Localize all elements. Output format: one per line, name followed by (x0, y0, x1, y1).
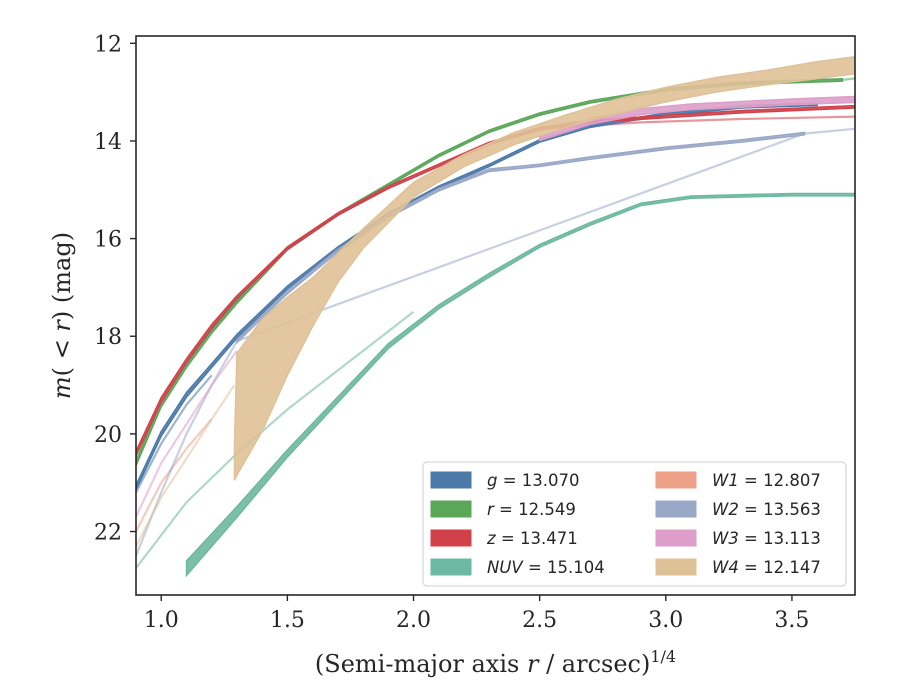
legend-label-r: r = 12.549 (487, 500, 576, 519)
legend-swatch-w3 (655, 529, 697, 547)
legend-label-w2: W2 = 13.563 (712, 500, 821, 519)
axes: 1.0 1.5 2.0 2.5 3.0 3.5 12 14 16 18 20 22 (94, 32, 856, 633)
series-nuv-band (185, 192, 855, 578)
legend-swatch-g (430, 471, 472, 489)
x-tick-label: 2.0 (396, 608, 431, 633)
legend-swatch-w4 (655, 558, 697, 576)
y-tick-label: 18 (94, 325, 122, 350)
legend-swatch-r (430, 500, 472, 518)
plot-frame (135, 35, 856, 596)
x-tick-label: 3.5 (774, 608, 809, 633)
legend-label-g: g = 13.070 (487, 471, 580, 490)
legend-frame (422, 461, 847, 587)
x-tick-label: 1.0 (144, 608, 179, 633)
legend-label-z: z = 13.471 (486, 529, 578, 548)
y-tick-label: 22 (94, 521, 122, 546)
series-g-extrapolation (136, 374, 213, 494)
series-nuv-extrapolation (136, 310, 415, 569)
legend-swatch-z (430, 529, 472, 547)
x-tick-label: 1.5 (270, 608, 305, 633)
x-tick-label: 2.5 (522, 608, 557, 633)
series-g-band (136, 102, 818, 491)
y-axis-label: m( < r) (mag) (48, 232, 76, 399)
legend-swatch-nuv (430, 558, 472, 576)
legend-swatch-w1 (655, 471, 697, 489)
series-w3-band (538, 95, 855, 142)
legend-label-w1: W1 = 12.807 (712, 471, 821, 490)
series-z-band (136, 104, 855, 457)
series-r-extrapolation (842, 77, 855, 81)
plot-area (136, 55, 855, 578)
legend-swatch-w2 (655, 500, 697, 518)
y-tick-label: 12 (94, 32, 122, 57)
y-tick-label: 20 (94, 423, 122, 448)
x-axis-label: (Semi-major axis r / arcsec)1/4 (315, 647, 676, 678)
x-tick-label: 3.0 (648, 608, 683, 633)
legend: g = 13.070 r = 12.549 z = 13.471 NUV = 15.1… (422, 461, 847, 587)
series-w3-extrapolation (136, 350, 238, 518)
legend-label-w4: W4 = 12.147 (712, 558, 821, 577)
legend-label-nuv: NUV = 15.104 (487, 558, 605, 577)
legend-label-w3: W3 = 13.113 (712, 529, 821, 548)
y-tick-label: 16 (94, 228, 122, 253)
series-w4-band (233, 55, 855, 481)
y-tick-label: 14 (94, 130, 122, 155)
series-w4-extrapolation (136, 384, 236, 547)
